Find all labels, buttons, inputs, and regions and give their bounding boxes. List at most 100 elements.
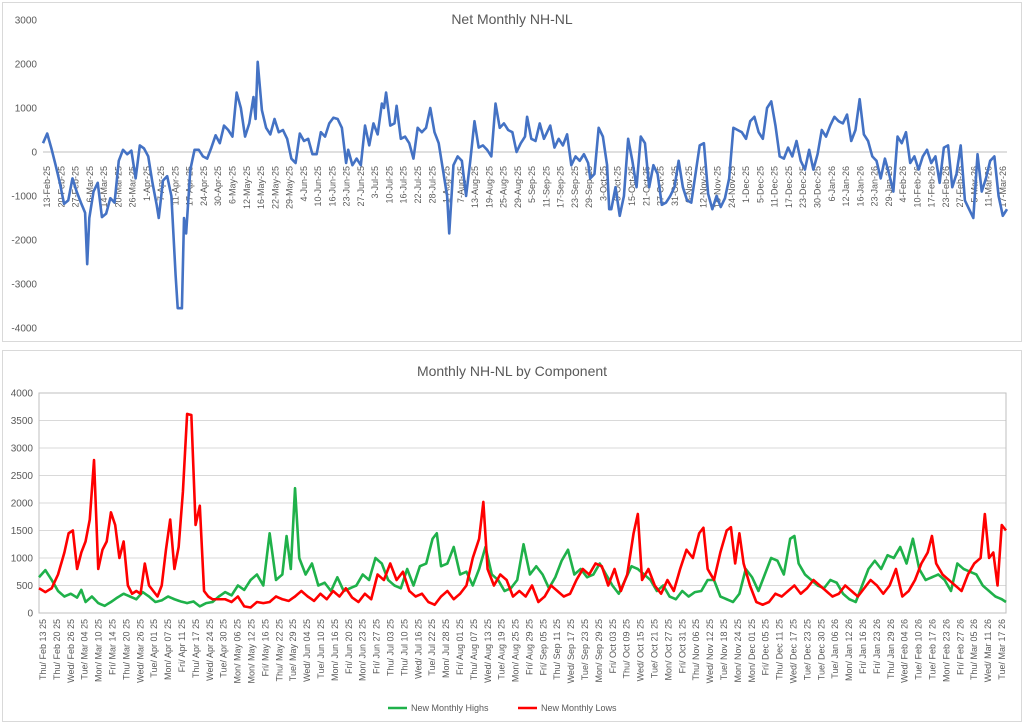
- x-tick-label: Tue/ Feb 10 26: [914, 619, 924, 680]
- lows-series-line: [38, 412, 1008, 609]
- x-tick-label: Fri/ Aug 29 25: [524, 619, 534, 675]
- x-tick-label: Thu/ Sep 11 25: [552, 619, 562, 680]
- y-tick-label: 4000: [11, 389, 34, 400]
- x-tick-label: Wed/ Jun 04 25: [302, 619, 312, 682]
- x-tick-label: Mon/ Sep 29 25: [594, 619, 604, 683]
- x-tick-label: Thu/ Feb 20 25: [52, 619, 62, 680]
- y-tick-label: -2000: [11, 236, 37, 247]
- x-tick-label: Tue/ Apr 01 25: [149, 619, 159, 678]
- x-tick-label: Wed/ Jul 16 25: [413, 619, 423, 679]
- legend-label-lows: New Monthly Lows: [541, 703, 617, 713]
- x-tick-label: Fri/ Jan 23 26: [872, 619, 882, 674]
- x-tick-label: 26-Mar-25: [128, 166, 138, 208]
- x-tick-label: 27-Feb-26: [955, 166, 965, 208]
- y-tick-label: 1000: [11, 554, 34, 565]
- x-tick-label: Mon/ Jan 12 26: [844, 619, 854, 681]
- x-tick-label: Fri/ Jun 27 25: [372, 619, 382, 674]
- x-tick-label: 3-Oct-25: [598, 166, 608, 201]
- x-tick-label: 6-May-25: [227, 166, 237, 204]
- x-tick-label: Thu/ Oct 09 25: [622, 619, 632, 679]
- y-tick-label: -1000: [11, 192, 37, 203]
- x-tick-label: Mon/ Jun 16 25: [330, 619, 340, 681]
- net-series-line: [41, 60, 1009, 310]
- component-chart: Monthly NH-NL by Component New Monthly H…: [2, 350, 1022, 722]
- x-tick-label: 29-May-25: [285, 166, 295, 209]
- x-tick-label: Thu/ Jul 10 25: [399, 619, 409, 676]
- x-tick-label: Fri/ Dec 05 25: [761, 619, 771, 676]
- x-tick-label: Fri/ May 16 25: [260, 619, 270, 677]
- x-tick-label: 16-Jun-25: [327, 166, 337, 207]
- x-tick-label: Mon/ Dec 01 25: [747, 619, 757, 683]
- x-tick-label: 30-Apr-25: [213, 166, 223, 206]
- x-tick-label: 12-Jan-26: [841, 166, 851, 207]
- x-tick-label: 23-Feb-26: [941, 166, 951, 208]
- net-chart-svg: Net Monthly NH-NL 3000 2000 1000 0 -1000 -200…: [11, 11, 1009, 335]
- x-tick-label: 22-May-25: [270, 166, 280, 209]
- x-tick-label: Thu/ Feb 13 25: [38, 619, 48, 680]
- x-tick-label: Thu/ Nov 06 25: [691, 619, 701, 681]
- x-tick-label: 17-Dec-25: [784, 166, 794, 208]
- x-tick-label: 23-Jun-25: [342, 166, 352, 207]
- x-tick-label: 20-Mar-25: [113, 166, 123, 208]
- x-tick-label: 11-Sep-25: [541, 166, 551, 207]
- x-tick-label: Wed/ Feb 26 25: [66, 619, 76, 683]
- x-tick-label: 7-Apr-25: [156, 166, 166, 201]
- y-tick-label: 3000: [15, 16, 38, 27]
- y-tick-label: 3000: [11, 444, 34, 455]
- net-chart-title: Net Monthly NH-NL: [451, 11, 573, 27]
- x-tick-label: Fri/ Jun 20 25: [344, 619, 354, 674]
- y-tick-label: 1000: [15, 104, 38, 115]
- y-tick-label: -3000: [11, 280, 37, 291]
- x-tick-label: 13-Feb-25: [42, 166, 52, 208]
- x-tick-label: 14-Mar-25: [99, 166, 109, 208]
- x-tick-label: Tue/ Oct 21 25: [650, 619, 660, 678]
- x-tick-label: 16-Jan-26: [855, 166, 865, 207]
- x-tick-label: Thu/ May 22 25: [274, 619, 284, 682]
- x-tick-label: 7-Aug-25: [456, 166, 466, 203]
- x-tick-label: Wed/ Aug 13 25: [483, 619, 493, 683]
- x-tick-label: 10-Feb-26: [912, 166, 922, 208]
- x-tick-label: 16-May-25: [256, 166, 266, 209]
- component-chart-svg: Monthly NH-NL by Component New Monthly H…: [11, 363, 1008, 713]
- x-tick-label: Mon/ Aug 25 25: [511, 619, 521, 682]
- x-tick-label: Tue/ Jan 06 26: [830, 619, 840, 679]
- net-nh-nl-chart: Net Monthly NH-NL 3000 2000 1000 0 -1000 -200…: [2, 2, 1022, 342]
- x-tick-label: Thu/ Aug 07 25: [469, 619, 479, 680]
- y-tick-label: 0: [31, 148, 37, 159]
- x-tick-label: Fri/ Oct 31 25: [677, 619, 687, 674]
- x-tick-label: 1-Dec-25: [741, 166, 751, 203]
- x-tick-label: Fri/ Jan 16 26: [858, 619, 868, 674]
- x-tick-label: Mon/ Nov 24 25: [733, 619, 743, 683]
- x-tick-label: 25-Aug-25: [499, 166, 509, 208]
- x-tick-label: Tue/ Dec 23 25: [802, 619, 812, 680]
- x-tick-label: Mon/ Feb 23 26: [941, 619, 951, 682]
- x-tick-label: Fri/ Aug 01 25: [455, 619, 465, 675]
- x-tick-label: Tue/ Dec 30 25: [816, 619, 826, 680]
- y-tick-label: -4000: [11, 324, 37, 335]
- x-tick-label: 6-Nov-25: [684, 166, 694, 203]
- x-tick-label: 5-Sep-25: [527, 166, 537, 203]
- x-tick-label: 11-Mar-26: [984, 166, 994, 207]
- x-tick-label: 15-Oct-25: [627, 166, 637, 206]
- x-tick-label: 23-Sep-25: [570, 166, 580, 208]
- x-tick-label: 10-Jun-25: [313, 166, 323, 207]
- x-tick-label: 6-Mar-25: [85, 166, 95, 203]
- x-tick-label: 24-Nov-25: [727, 166, 737, 208]
- x-tick-label: Wed/ Sep 17 25: [566, 619, 576, 683]
- x-tick-label: Wed/ Apr 24 25: [205, 619, 215, 681]
- x-tick-label: Tue/ Mar 04 25: [80, 619, 90, 680]
- x-tick-label: Thu/ Mar 20 25: [121, 619, 131, 680]
- x-tick-label: 11-Apr-25: [170, 166, 180, 205]
- highs-series-line: [38, 486, 1007, 608]
- x-tick-label: 1-Apr-25: [142, 166, 152, 201]
- y-tick-label: 3500: [11, 416, 34, 427]
- x-tick-label: 11-Dec-25: [770, 166, 780, 207]
- x-tick-label: Thu/ Apr 17 25: [191, 619, 201, 678]
- x-tick-label: Tue/ Feb 17 26: [928, 619, 938, 680]
- x-tick-label: Tue/ Mar 17 26: [997, 619, 1007, 680]
- x-tick-label: 22-Jul-25: [413, 166, 423, 204]
- x-tick-label: 27-Jun-25: [356, 166, 366, 207]
- x-tick-label: 10-Jul-25: [384, 166, 394, 204]
- x-tick-label: 19-Aug-25: [484, 166, 494, 208]
- x-tick-label: Mon/ May 12 25: [246, 619, 256, 684]
